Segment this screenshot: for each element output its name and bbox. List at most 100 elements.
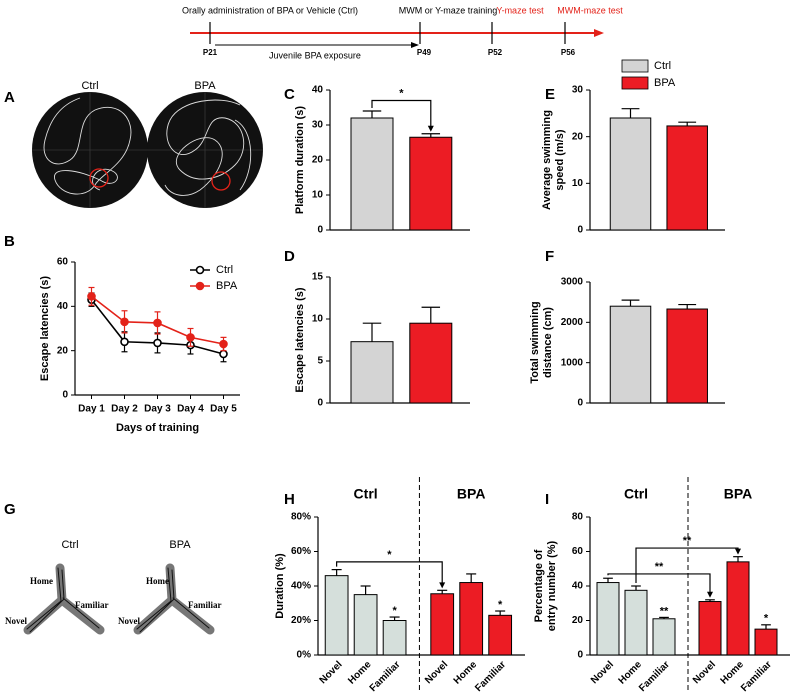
y-tick-label: 0% [297,650,312,661]
y-tick-label: 60 [572,546,584,557]
arm-label: Home [30,576,53,586]
y-tick-label: 2000 [561,317,584,328]
bar [430,593,455,656]
y-axis-label: Escape latencies (s) [39,276,51,382]
y-tick-label: 80% [291,512,311,523]
y-tick-label: 0 [577,650,583,661]
y-axis-label: distance (cm) [542,307,554,378]
x-tick-label: Novel [589,659,616,686]
y-axis-label: Total swimming [529,301,541,383]
y-tick-label: 20 [312,155,324,166]
x-tick-label: Novel [423,659,450,686]
y-axis-label: entry number (%) [546,540,558,631]
bar [324,575,349,656]
point [219,349,228,359]
y-tick-label: 40% [291,581,311,592]
panel-letter: C [284,86,295,103]
bar [596,582,620,656]
significance: ** [660,605,669,617]
panel-letter: F [545,248,554,265]
group-label: BPA [457,486,486,502]
panel-letter: B [4,233,15,250]
timeline-day: P49 [417,48,432,57]
timeline-day: P52 [488,48,503,57]
panel-letter: H [284,491,295,508]
group-label: Ctrl [354,486,378,502]
bracket [635,547,739,583]
y-tick-label: 15 [312,272,324,283]
x-tick-label: Home [346,659,374,687]
bracket [336,561,443,585]
point [120,337,129,347]
panel-letter: E [545,86,555,103]
y-tick-label: 0 [317,225,323,236]
bar [350,341,394,404]
y-tick-label: 20 [57,345,69,356]
bar [609,117,652,231]
bracket [371,99,432,128]
x-axis-label: Days of training [116,422,199,434]
x-tick-label: Novel [318,659,345,686]
bar [382,620,407,656]
y-tick-label: 0 [577,398,583,409]
y-axis-label: Average swimming [541,110,553,210]
bracket-label: ** [655,561,664,573]
bracket-label: ** [683,535,692,547]
bar [609,305,652,404]
legend-marker [195,265,205,275]
y-tick-label: 40 [312,85,324,96]
legend-swatch [621,76,649,90]
bracket-arrow [439,582,446,589]
y-tick-label: 10 [312,190,324,201]
y-tick-label: 20 [572,131,584,142]
exposure-label: Juvenile BPA exposure [269,50,361,60]
bracket-arrow [427,125,434,132]
bar [652,618,676,656]
bar [666,308,708,404]
timeline-day: P21 [203,48,218,57]
arm-label: Familiar [188,600,222,610]
point [87,292,96,301]
y-axis-label: speed (m/s) [554,129,566,190]
arm-label: Novel [118,616,140,626]
y-tick-label: 0 [577,225,583,236]
bar [409,136,453,231]
legend-marker [195,281,205,291]
y-axis-label: Duration (%) [274,553,286,619]
panel-letter: G [4,501,16,518]
maze-label: BPA [169,539,191,551]
point [219,339,228,349]
x-tick-label: Novel [691,659,718,686]
x-tick-label: Day 2 [111,404,138,415]
timeline-ticks [209,22,566,44]
maze-label: Ctrl [61,539,78,551]
arm-label: Familiar [75,600,109,610]
bracket-label: * [387,549,392,561]
x-tick-label: Day 4 [177,404,204,415]
point [120,317,129,327]
y-tick-label: 1000 [561,357,584,368]
maze-label: BPA [194,80,216,92]
y-tick-label: 60% [291,546,311,557]
x-tick-label: Day 3 [144,404,171,415]
maze-label: Ctrl [81,80,98,92]
timeline-step: MWM-maze test [557,5,623,15]
y-tick-label: 10 [572,178,584,189]
bar [754,628,778,656]
y-axis-label: Platform duration (s) [294,106,306,215]
bracket-label: * [399,87,404,99]
bar [624,589,648,656]
group-label: Ctrl [624,486,648,502]
significance: * [392,605,397,617]
x-tick-label: Home [452,659,480,687]
timeline-arrow [594,29,604,37]
y-tick-label: 40 [572,581,584,592]
bar [488,614,513,656]
maze-image [32,92,263,208]
x-tick-label: Familiar [473,659,508,694]
y-tick-label: 40 [57,301,69,312]
arm-label: Novel [5,616,27,626]
y-tick-label: 0 [317,398,323,409]
point [153,318,162,328]
